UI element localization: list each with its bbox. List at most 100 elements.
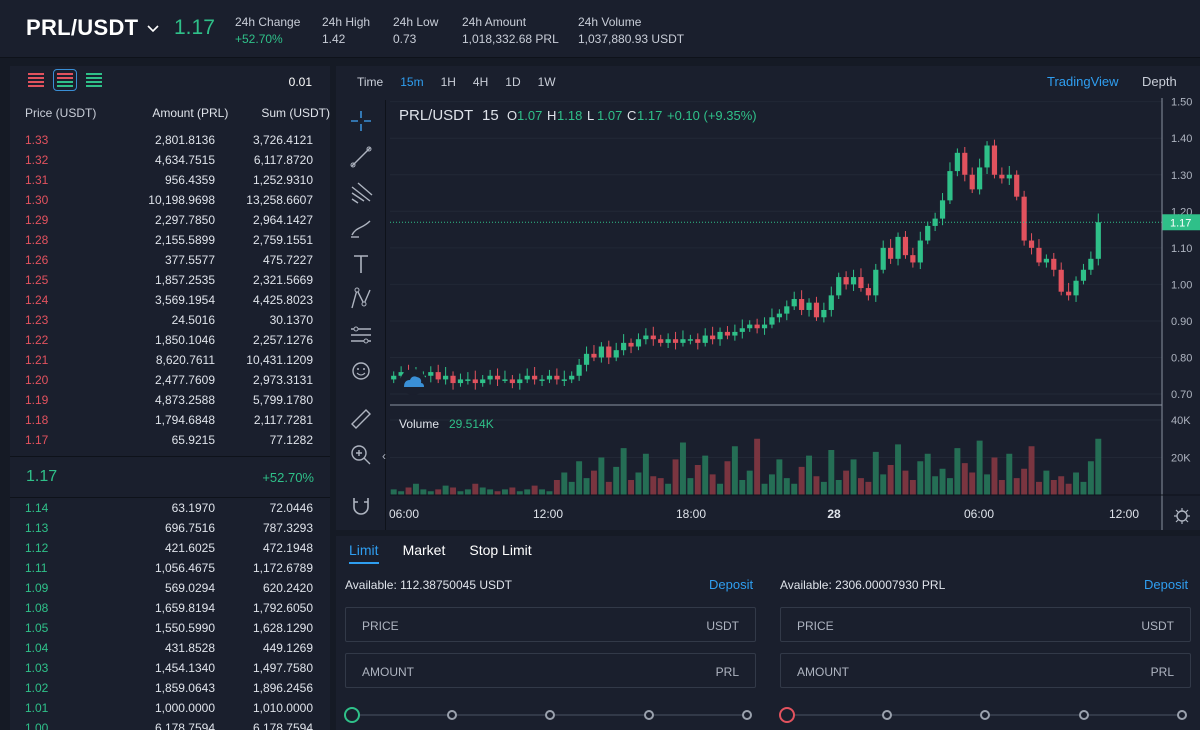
row-sum: 77.1282 <box>269 433 313 447</box>
orderbook-row[interactable]: 1.32 4,634.7515 6,117.8720 <box>10 150 330 170</box>
orderbook-row[interactable]: 1.17 65.9215 77.1282 <box>10 430 330 450</box>
timeframe-1w[interactable]: 1W <box>537 75 556 89</box>
row-sum: 5,799.1780 <box>252 393 313 407</box>
text-icon[interactable] <box>348 251 374 277</box>
timeframe-time[interactable]: Time <box>357 75 384 89</box>
orderbook-row[interactable]: 1.03 1,454.1340 1,497.7580 <box>10 658 330 678</box>
layout-asks-icon[interactable] <box>26 71 46 89</box>
orderbook-row[interactable]: 1.28 2,155.5899 2,759.1551 <box>10 230 330 250</box>
orderbook-row[interactable]: 1.22 1,850.1046 2,257.1276 <box>10 330 330 350</box>
settings-gear-icon[interactable] <box>1174 508 1190 524</box>
orderbook-row[interactable]: 1.20 2,477.7609 2,973.3131 <box>10 370 330 390</box>
orderbook-row[interactable]: 1.02 1,859.0643 1,896.2456 <box>10 678 330 698</box>
row-amount: 1,659.8194 <box>154 601 215 615</box>
volume-bar <box>494 491 501 495</box>
orderbook-row[interactable]: 1.21 8,620.7611 10,431.1209 <box>10 350 330 370</box>
volume-bar <box>1028 446 1035 495</box>
trend-line-icon[interactable] <box>348 144 374 170</box>
orderbook-row[interactable]: 1.31 956.4359 1,252.9310 <box>10 170 330 190</box>
timeframe-1d[interactable]: 1D <box>505 75 521 89</box>
slider-step-100[interactable] <box>742 710 752 720</box>
depth-tab[interactable]: Depth <box>1142 74 1177 89</box>
orderbook-row[interactable]: 1.25 1,857.2535 2,321.5669 <box>10 270 330 290</box>
tab-stop-limit[interactable]: Stop Limit <box>469 542 532 558</box>
tab-market[interactable]: Market <box>402 542 446 558</box>
sell-deposit-link[interactable]: Deposit <box>1144 577 1189 592</box>
orderbook-row[interactable]: 1.14 63.1970 72.0446 <box>10 498 330 518</box>
orderbook-row[interactable]: 1.33 2,801.8136 3,726.4121 <box>10 130 330 150</box>
slider-step-25[interactable] <box>882 710 892 720</box>
measure-lines-icon[interactable] <box>348 322 374 348</box>
stat-block: 24h Volume 1,037,880.93 USDT <box>578 15 684 46</box>
row-sum: 1,010.0000 <box>252 701 313 715</box>
orderbook-row[interactable]: 1.18 1,794.6848 2,117.7281 <box>10 410 330 430</box>
candle <box>435 364 441 384</box>
collapse-toolbar-icon[interactable]: ‹ <box>382 449 386 463</box>
legend-pair: PRL/USDT <box>399 107 473 124</box>
buy-amount-slider[interactable] <box>344 705 755 725</box>
precision-selector[interactable]: 0.01 <box>288 75 312 89</box>
orderbook-row[interactable]: 1.23 24.5016 30.1370 <box>10 310 330 330</box>
magnet-icon[interactable] <box>348 492 374 518</box>
brush-icon[interactable] <box>348 215 374 241</box>
orderbook-row[interactable]: 1.29 2,297.7850 2,964.1427 <box>10 210 330 230</box>
pair-selector[interactable]: PRL/USDT <box>26 15 160 41</box>
orderbook-row[interactable]: 1.19 4,873.2588 5,799.1780 <box>10 390 330 410</box>
orderbook-row[interactable]: 1.11 1,056.4675 1,172.6789 <box>10 558 330 578</box>
pattern-icon[interactable] <box>348 286 374 312</box>
orderbook-row[interactable]: 1.26 377.5577 475.7227 <box>10 250 330 270</box>
orderbook-row[interactable]: 1.00 6,178.7594 6,178.7594 <box>10 718 330 730</box>
orderbook-row[interactable]: 1.08 1,659.8194 1,792.6050 <box>10 598 330 618</box>
tab-limit[interactable]: Limit <box>349 542 379 564</box>
crosshair-icon[interactable] <box>348 108 374 134</box>
candle <box>524 368 530 384</box>
sell-amount-input[interactable]: AMOUNT PRL <box>780 653 1191 688</box>
ruler-icon[interactable] <box>348 406 374 432</box>
candle <box>917 231 923 270</box>
sell-price-input[interactable]: PRICE USDT <box>780 607 1191 642</box>
buy-amount-input[interactable]: AMOUNT PRL <box>345 653 756 688</box>
buy-deposit-link[interactable]: Deposit <box>709 577 754 592</box>
sell-amount-slider[interactable] <box>779 705 1190 725</box>
candle <box>932 212 938 232</box>
buy-price-input[interactable]: PRICE USDT <box>345 607 756 642</box>
slider-handle[interactable] <box>779 707 795 723</box>
candle <box>710 326 716 345</box>
layout-both-icon[interactable] <box>53 69 77 91</box>
candle <box>888 239 894 264</box>
volume-bar <box>427 491 434 495</box>
layout-bids-icon[interactable] <box>84 71 104 89</box>
slider-step-100[interactable] <box>1177 710 1187 720</box>
row-amount: 10,198.9698 <box>148 193 215 207</box>
timeframe-4h[interactable]: 4H <box>472 75 489 89</box>
stat-value: +52.70% <box>235 32 283 46</box>
slider-handle[interactable] <box>344 707 360 723</box>
row-sum: 4,425.8023 <box>252 293 313 307</box>
orderbook-row[interactable]: 1.05 1,550.5990 1,628.1290 <box>10 618 330 638</box>
timeframe-15m[interactable]: 15m <box>400 75 424 89</box>
zoom-in-icon[interactable] <box>348 442 374 468</box>
orderbook-row[interactable]: 1.01 1,000.0000 1,010.0000 <box>10 698 330 718</box>
slider-step-25[interactable] <box>447 710 457 720</box>
fib-icon[interactable] <box>348 179 374 205</box>
slider-step-50[interactable] <box>545 710 555 720</box>
orderbook-row[interactable]: 1.04 431.8528 449.1269 <box>10 638 330 658</box>
orderbook-row[interactable]: 1.13 696.7516 787.3293 <box>10 518 330 538</box>
slider-step-50[interactable] <box>980 710 990 720</box>
mid-change: +52.70% <box>262 469 314 485</box>
orderbook-row[interactable]: 1.12 421.6025 472.1948 <box>10 538 330 558</box>
price-chart[interactable]: 1.501.401.301.201.101.000.900.800.7040K2… <box>336 98 1200 530</box>
emoji-icon[interactable] <box>348 358 374 384</box>
orderbook-row[interactable]: 1.09 569.0294 620.2420 <box>10 578 330 598</box>
timeframe-1h[interactable]: 1H <box>440 75 456 89</box>
volume-bar <box>1095 438 1102 495</box>
orderbook-row[interactable]: 1.30 10,198.9698 13,258.6607 <box>10 190 330 210</box>
time-tick-label: 18:00 <box>676 507 706 521</box>
tradingview-tab[interactable]: TradingView <box>1047 74 1119 89</box>
volume-bar <box>731 446 738 495</box>
slider-step-75[interactable] <box>644 710 654 720</box>
stat-value: 1,037,880.93 USDT <box>578 32 685 46</box>
slider-step-75[interactable] <box>1079 710 1089 720</box>
orderbook-row[interactable]: 1.24 3,569.1954 4,425.8023 <box>10 290 330 310</box>
volume-bar <box>568 481 575 495</box>
